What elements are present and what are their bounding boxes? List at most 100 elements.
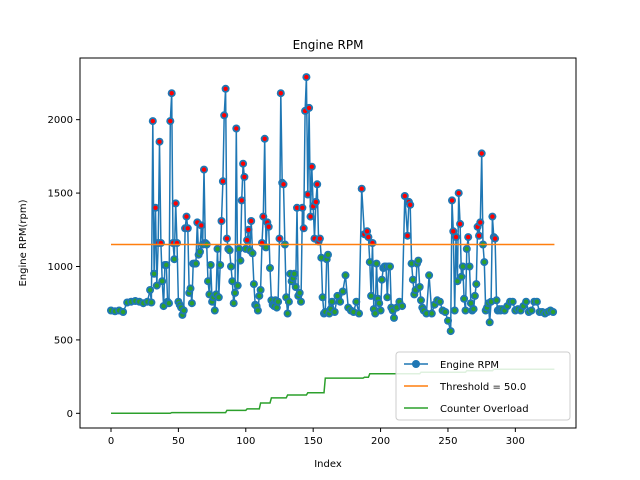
data-point-center-engine-rpm — [292, 271, 297, 276]
data-point-center-engine-rpm — [220, 179, 226, 184]
chart-title: Engine RPM — [293, 38, 364, 52]
data-point-center-engine-rpm — [305, 192, 310, 197]
data-point-center-engine-rpm — [351, 309, 356, 315]
data-point-center-engine-rpm — [153, 205, 158, 210]
plot-frame — [79, 57, 577, 429]
data-point-center-engine-rpm — [490, 214, 495, 219]
data-point-center-engine-rpm — [249, 218, 254, 224]
data-point-center-engine-rpm — [277, 236, 282, 241]
data-point-center-engine-rpm — [405, 233, 410, 238]
data-point-center-engine-rpm — [197, 249, 203, 254]
data-point-center-engine-rpm — [222, 113, 227, 118]
data-point-center-engine-rpm — [443, 309, 448, 315]
data-point-center-engine-rpm — [298, 299, 304, 304]
data-point-center-engine-rpm — [215, 246, 220, 252]
data-point-center-engine-rpm — [523, 299, 529, 304]
data-point-center-engine-rpm — [181, 308, 186, 313]
data-point-center-engine-rpm — [325, 252, 331, 257]
data-point-center-engine-rpm — [449, 198, 455, 203]
axes: 0 50 100 150 200 250 300 0 500 1000 1500 2000 — [48, 115, 525, 447]
data-point-center-engine-rpm — [368, 293, 374, 299]
data-point-center-engine-rpm — [429, 311, 434, 316]
data-point-center-engine-rpm — [238, 258, 243, 263]
data-point-center-engine-rpm — [164, 262, 169, 268]
data-point-center-engine-rpm — [471, 306, 476, 312]
data-point-center-engine-rpm — [487, 320, 492, 325]
data-point-center-engine-rpm — [550, 309, 556, 315]
data-point-center-engine-rpm — [234, 126, 239, 131]
data-point-center-engine-rpm — [319, 255, 324, 260]
x-tick-label: 100 — [236, 436, 255, 447]
data-point-center-engine-rpm — [301, 226, 306, 231]
data-point-center-engine-rpm — [472, 293, 478, 299]
data-point-center-engine-rpm — [464, 246, 469, 252]
data-point-center-engine-rpm — [286, 299, 292, 304]
data-point-center-engine-rpm — [410, 277, 416, 282]
data-point-center-engine-rpm — [479, 151, 484, 156]
data-point-center-engine-rpm — [212, 308, 217, 313]
data-point-center-engine-rpm — [168, 118, 173, 124]
plot-area — [107, 73, 558, 415]
data-point-center-engine-rpm — [359, 186, 364, 191]
x-tick-label: 150 — [304, 436, 323, 447]
data-point-center-engine-rpm — [332, 309, 337, 315]
data-point-center-engine-rpm — [335, 293, 340, 299]
data-point-center-engine-rpm — [208, 262, 213, 268]
data-point-center-engine-rpm — [309, 164, 314, 169]
data-point-center-engine-rpm — [424, 311, 429, 316]
data-point-center-engine-rpm — [451, 229, 456, 234]
data-point-center-engine-rpm — [374, 261, 379, 266]
data-point-center-engine-rpm — [274, 305, 279, 310]
data-point-center-engine-rpm — [281, 182, 286, 187]
data-point-center-engine-rpm — [223, 86, 228, 92]
y-axis-title: Engine RPM(rpm) — [18, 199, 29, 286]
data-point-center-engine-rpm — [230, 279, 235, 284]
data-point-center-engine-rpm — [445, 318, 451, 323]
x-tick-label: 250 — [438, 436, 457, 447]
data-point-center-engine-rpm — [448, 328, 453, 334]
x-tick-label: 200 — [371, 436, 390, 447]
x-tick-label: 300 — [506, 436, 525, 447]
data-point-center-engine-rpm — [304, 74, 309, 80]
data-point-center-engine-rpm — [313, 199, 319, 205]
data-point-center-engine-rpm — [285, 311, 290, 316]
legend-label-threshold: Threshold = 50.0 — [439, 382, 526, 393]
data-point-center-engine-rpm — [366, 234, 371, 240]
data-point-center-engine-rpm — [466, 234, 471, 240]
data-point-center-engine-rpm — [216, 295, 221, 300]
data-point-center-engine-rpm — [356, 311, 362, 316]
data-point-center-engine-rpm — [320, 295, 325, 300]
data-point-center-engine-rpm — [240, 161, 246, 166]
data-point-center-engine-rpm — [391, 315, 397, 321]
data-point-center-engine-rpm — [457, 221, 463, 227]
data-point-center-engine-rpm — [228, 264, 234, 269]
data-point-center-engine-rpm — [242, 174, 247, 180]
data-point-center-engine-rpm — [460, 264, 465, 269]
data-point-center-engine-rpm — [367, 259, 372, 265]
data-point-center-engine-rpm — [235, 283, 240, 288]
data-point-center-engine-rpm — [188, 286, 193, 291]
data-point-center-engine-rpm — [205, 279, 211, 284]
data-point-center-engine-rpm — [246, 227, 251, 232]
data-point-center-engine-rpm — [476, 233, 482, 238]
data-point-center-engine-rpm — [147, 287, 153, 293]
data-point-center-engine-rpm — [377, 301, 382, 306]
data-point-center-engine-rpm — [266, 224, 271, 229]
x-axis-title: Index — [314, 459, 342, 470]
y-tick-label: 1500 — [48, 189, 73, 200]
x-tick-label: 0 — [108, 436, 114, 447]
data-point-center-engine-rpm — [455, 279, 460, 284]
data-point-center-engine-rpm — [244, 237, 250, 243]
data-point-center-engine-rpm — [385, 295, 390, 300]
data-point-center-engine-rpm — [529, 308, 534, 313]
data-point-center-engine-rpm — [461, 296, 467, 301]
data-point-center-engine-rpm — [224, 236, 230, 241]
data-point-center-engine-rpm — [193, 261, 199, 266]
data-point-center-engine-rpm — [417, 284, 422, 290]
data-point-center-engine-rpm — [329, 299, 335, 304]
data-point-center-engine-rpm — [160, 279, 165, 284]
data-point-center-engine-rpm — [478, 220, 483, 225]
y-tick-label: 0 — [67, 409, 73, 420]
data-point-center-engine-rpm — [467, 264, 472, 269]
